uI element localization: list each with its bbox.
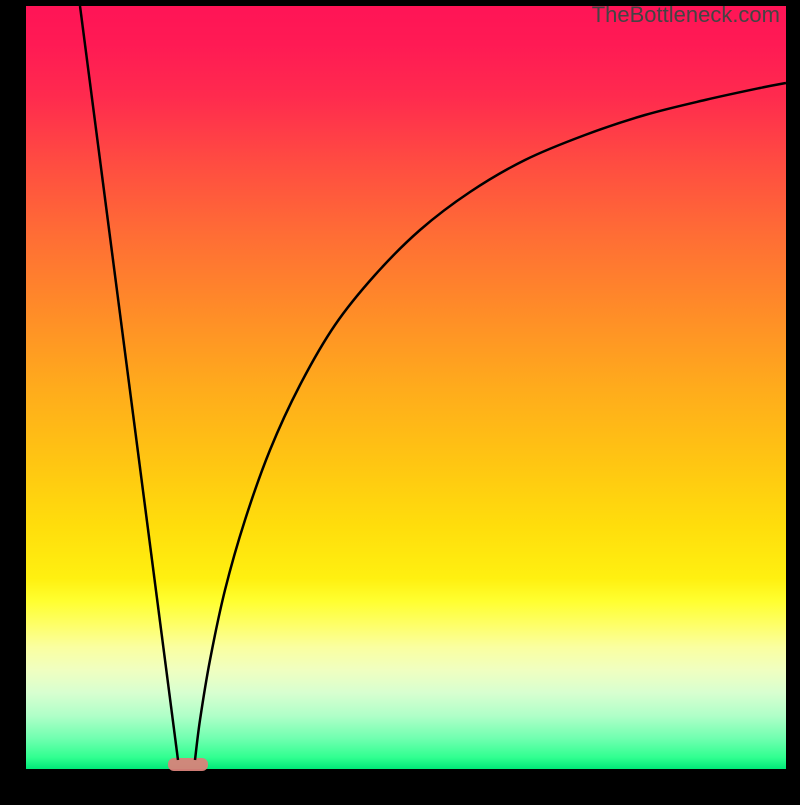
bottleneck-chart	[0, 0, 800, 800]
chart-svg	[0, 0, 800, 800]
optimal-marker	[168, 758, 208, 771]
chart-gradient-bg	[26, 6, 786, 769]
watermark-text: TheBottleneck.com	[592, 2, 780, 28]
